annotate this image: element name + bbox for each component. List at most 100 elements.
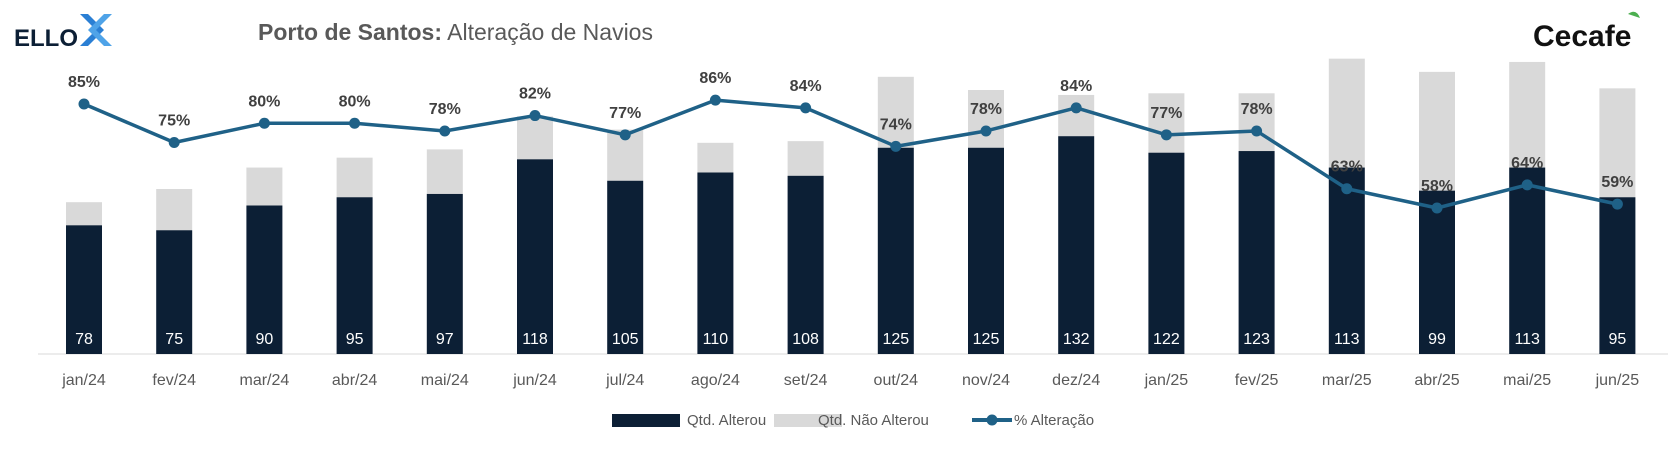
legend-swatch-altered bbox=[612, 414, 680, 427]
bar-not-altered bbox=[1328, 58, 1365, 168]
x-tick-label: jan/24 bbox=[61, 372, 106, 389]
bar-value-label: 113 bbox=[1514, 331, 1540, 348]
pct-label: 85% bbox=[68, 74, 100, 91]
bar-altered bbox=[517, 159, 553, 354]
x-tick-label: out/24 bbox=[874, 372, 919, 389]
bar-not-altered bbox=[1419, 71, 1455, 191]
pct-label: 78% bbox=[970, 101, 1002, 118]
pct-label: 80% bbox=[339, 93, 371, 110]
ello-logo-mark bbox=[80, 14, 112, 46]
bar-altered bbox=[336, 197, 373, 354]
bar-value-label: 123 bbox=[1243, 331, 1270, 348]
bar-not-altered bbox=[697, 142, 734, 173]
x-tick-label: nov/24 bbox=[962, 372, 1010, 389]
bar-altered bbox=[1419, 190, 1455, 354]
bar-value-label: 95 bbox=[1609, 331, 1627, 348]
bar-value-label: 78 bbox=[75, 331, 93, 348]
pct-point bbox=[1070, 102, 1082, 114]
bar-value-label: 75 bbox=[165, 331, 183, 348]
legend-marker-pct bbox=[986, 414, 998, 426]
bar-not-altered bbox=[66, 202, 102, 226]
pct-line bbox=[83, 98, 1618, 210]
legend-swatch-not-altered bbox=[774, 414, 842, 427]
bar-altered bbox=[1599, 197, 1636, 354]
pct-point bbox=[1251, 125, 1263, 137]
pct-point bbox=[1611, 198, 1623, 210]
x-tick-label: jun/25 bbox=[1595, 372, 1640, 389]
bar-not-altered bbox=[1148, 93, 1185, 153]
bar-not-altered bbox=[336, 157, 373, 198]
bar-not-altered bbox=[1058, 94, 1095, 137]
x-tick-label: abr/25 bbox=[1414, 372, 1459, 389]
x-tick-label: jul/24 bbox=[605, 372, 644, 389]
pct-label: 78% bbox=[1241, 101, 1273, 118]
x-tick-label: mai/24 bbox=[421, 372, 469, 389]
bar-not-altered bbox=[1509, 61, 1546, 168]
x-tick-label: set/24 bbox=[784, 372, 828, 389]
bar-altered bbox=[1328, 167, 1365, 354]
pct-point bbox=[709, 94, 721, 106]
bar-value-label: 97 bbox=[436, 331, 454, 348]
pct-label: 77% bbox=[609, 105, 641, 122]
pct-point bbox=[1341, 183, 1353, 195]
cecafe-logo: Cecafe bbox=[1533, 11, 1640, 53]
bar-altered bbox=[1148, 152, 1185, 354]
ello-logo-text: ELLO bbox=[14, 25, 78, 52]
pct-label: 74% bbox=[880, 116, 912, 133]
pct-point bbox=[439, 125, 451, 137]
x-tick-label: mar/24 bbox=[240, 372, 290, 389]
chart-title: Porto de Santos: Alteração de Navios bbox=[258, 19, 653, 45]
pct-label: 75% bbox=[158, 113, 190, 130]
bar-not-altered bbox=[787, 141, 824, 176]
pct-label: 86% bbox=[699, 70, 731, 87]
bar-altered bbox=[246, 205, 283, 354]
legend: Qtd. Alterou Qtd. Não Alterou % Alteraçã… bbox=[612, 412, 1094, 429]
pct-point bbox=[1160, 129, 1172, 141]
pct-label: 77% bbox=[1150, 105, 1182, 122]
bar-value-label: 108 bbox=[792, 331, 819, 348]
bar-not-altered bbox=[246, 167, 283, 206]
chart-title-rest: Alteração de Navios bbox=[442, 19, 653, 45]
pct-point bbox=[619, 129, 631, 141]
pct-point bbox=[1431, 202, 1443, 214]
chart-title-bold: Porto de Santos: bbox=[258, 19, 442, 45]
bar-altered bbox=[1058, 136, 1095, 354]
bar-not-altered bbox=[1238, 93, 1275, 152]
x-tick-label: jun/24 bbox=[512, 372, 557, 389]
x-tick-label: fev/24 bbox=[152, 372, 196, 389]
cecafe-leaf-icon bbox=[1628, 11, 1640, 18]
bar-value-label: 118 bbox=[522, 331, 548, 348]
legend-label-pct: % Alteração bbox=[1014, 412, 1094, 429]
bar-altered bbox=[1509, 167, 1546, 354]
bar-altered bbox=[607, 180, 644, 354]
bar-value-label: 122 bbox=[1153, 331, 1180, 348]
pct-label: 78% bbox=[429, 101, 461, 118]
bar-altered bbox=[156, 230, 193, 354]
pct-label: 84% bbox=[1060, 78, 1092, 95]
bar-not-altered bbox=[968, 90, 1004, 148]
bar-altered bbox=[697, 172, 734, 354]
bar-not-altered bbox=[517, 116, 553, 160]
pct-label: 80% bbox=[248, 93, 280, 110]
bar-not-altered bbox=[156, 189, 193, 231]
legend-label-not-altered: Qtd. Não Alterou bbox=[818, 412, 929, 429]
bar-not-altered bbox=[1599, 88, 1636, 198]
pct-label: 59% bbox=[1601, 174, 1633, 191]
bar-altered bbox=[66, 225, 102, 354]
pct-point bbox=[168, 137, 180, 149]
ello-logo: ELLO bbox=[14, 14, 112, 52]
bar-value-label: 90 bbox=[256, 331, 274, 348]
bar-value-label: 125 bbox=[882, 331, 909, 348]
bar-not-altered bbox=[877, 76, 914, 148]
bar-altered bbox=[877, 147, 914, 354]
x-tick-label: mai/25 bbox=[1503, 372, 1551, 389]
bar-value-label: 125 bbox=[973, 331, 1000, 348]
pct-label: 82% bbox=[519, 86, 551, 103]
pct-label: 64% bbox=[1511, 155, 1543, 172]
x-tick-label: mar/25 bbox=[1322, 372, 1372, 389]
x-tick-label: dez/24 bbox=[1052, 372, 1100, 389]
bar-value-label: 105 bbox=[612, 331, 639, 348]
bar-not-altered bbox=[426, 149, 463, 194]
x-tick-label: abr/24 bbox=[332, 372, 377, 389]
